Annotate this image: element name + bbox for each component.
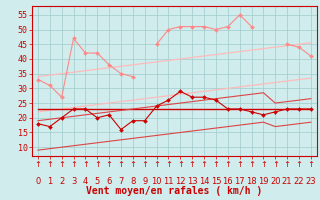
X-axis label: Vent moyen/en rafales ( km/h ): Vent moyen/en rafales ( km/h ) [86, 186, 262, 196]
